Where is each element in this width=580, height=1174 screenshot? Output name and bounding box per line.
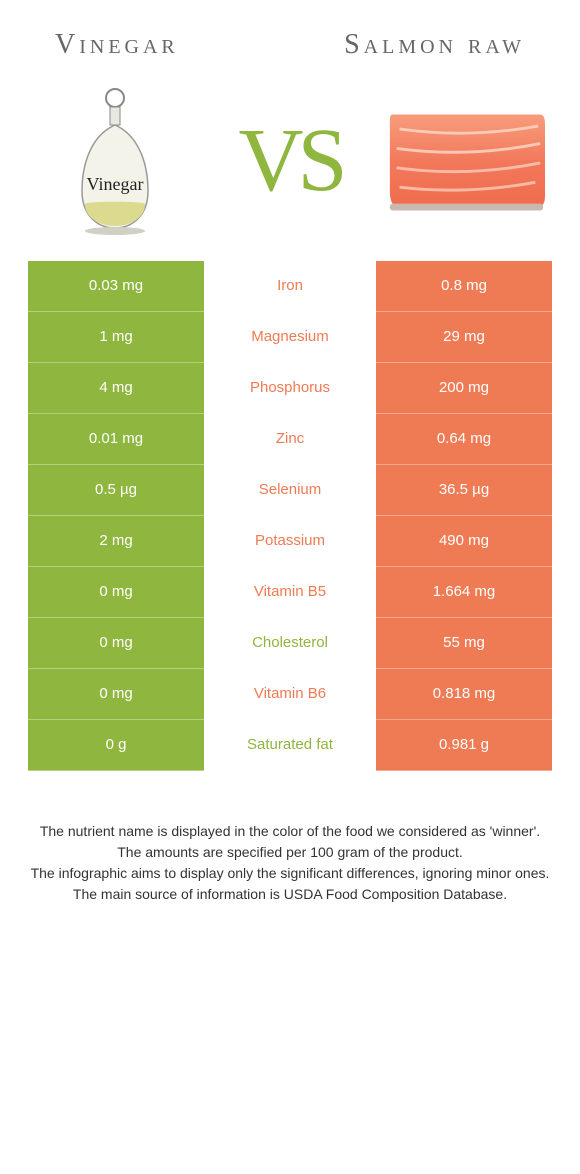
left-value: 0 mg: [28, 669, 204, 720]
nutrient-label: Vitamin B5: [204, 567, 376, 618]
nutrient-label: Potassium: [204, 516, 376, 567]
table-row: 0 gSaturated fat0.981 g: [28, 720, 552, 771]
right-value: 36.5 µg: [376, 465, 552, 516]
footer-line-1: The nutrient name is displayed in the co…: [30, 821, 550, 842]
nutrient-label: Phosphorus: [204, 363, 376, 414]
vinegar-bottle-label: Vinegar: [70, 174, 160, 195]
footer-line-2: The amounts are specified per 100 gram o…: [30, 842, 550, 863]
nutrient-label: Cholesterol: [204, 618, 376, 669]
vinegar-bottle-icon: Vinegar: [70, 86, 160, 236]
right-value: 55 mg: [376, 618, 552, 669]
nutrient-label: Saturated fat: [204, 720, 376, 771]
table-row: 4 mgPhosphorus200 mg: [28, 363, 552, 414]
footer-notes: The nutrient name is displayed in the co…: [0, 821, 580, 905]
right-value: 0.64 mg: [376, 414, 552, 465]
table-row: 0.03 mgIron0.8 mg: [28, 261, 552, 312]
footer-line-4: The main source of information is USDA F…: [30, 884, 550, 905]
nutrient-table: 0.03 mgIron0.8 mg1 mgMagnesium29 mg4 mgP…: [28, 261, 552, 771]
footer-line-3: The infographic aims to display only the…: [30, 863, 550, 884]
table-row: 2 mgPotassium490 mg: [28, 516, 552, 567]
table-row: 0.5 µgSelenium36.5 µg: [28, 465, 552, 516]
salmon-image: [385, 81, 545, 241]
table-row: 0 mgVitamin B51.664 mg: [28, 567, 552, 618]
table-row: 0 mgCholesterol55 mg: [28, 618, 552, 669]
left-value: 0 mg: [28, 618, 204, 669]
right-value: 1.664 mg: [376, 567, 552, 618]
right-value: 0.8 mg: [376, 261, 552, 312]
left-value: 4 mg: [28, 363, 204, 414]
header: Vinegar Salmon raw: [0, 0, 580, 71]
left-value: 0.03 mg: [28, 261, 204, 312]
right-value: 490 mg: [376, 516, 552, 567]
left-value: 1 mg: [28, 312, 204, 363]
table-row: 1 mgMagnesium29 mg: [28, 312, 552, 363]
right-value: 29 mg: [376, 312, 552, 363]
left-value: 0.01 mg: [28, 414, 204, 465]
vinegar-image: Vinegar: [35, 81, 195, 241]
nutrient-label: Vitamin B6: [204, 669, 376, 720]
nutrient-label: Magnesium: [204, 312, 376, 363]
right-value: 0.981 g: [376, 720, 552, 771]
right-value: 200 mg: [376, 363, 552, 414]
left-title: Vinegar: [40, 30, 266, 61]
table-row: 0 mgVitamin B60.818 mg: [28, 669, 552, 720]
images-row: Vinegar VS: [0, 71, 580, 261]
vs-text: VS: [238, 109, 341, 212]
left-value: 0 mg: [28, 567, 204, 618]
salmon-icon: [385, 103, 545, 218]
table-row: 0.01 mgZinc0.64 mg: [28, 414, 552, 465]
nutrient-label: Zinc: [204, 414, 376, 465]
left-value: 0.5 µg: [28, 465, 204, 516]
left-value: 2 mg: [28, 516, 204, 567]
right-value: 0.818 mg: [376, 669, 552, 720]
nutrient-label: Iron: [204, 261, 376, 312]
left-value: 0 g: [28, 720, 204, 771]
right-title: Salmon raw: [329, 30, 540, 61]
nutrient-label: Selenium: [204, 465, 376, 516]
